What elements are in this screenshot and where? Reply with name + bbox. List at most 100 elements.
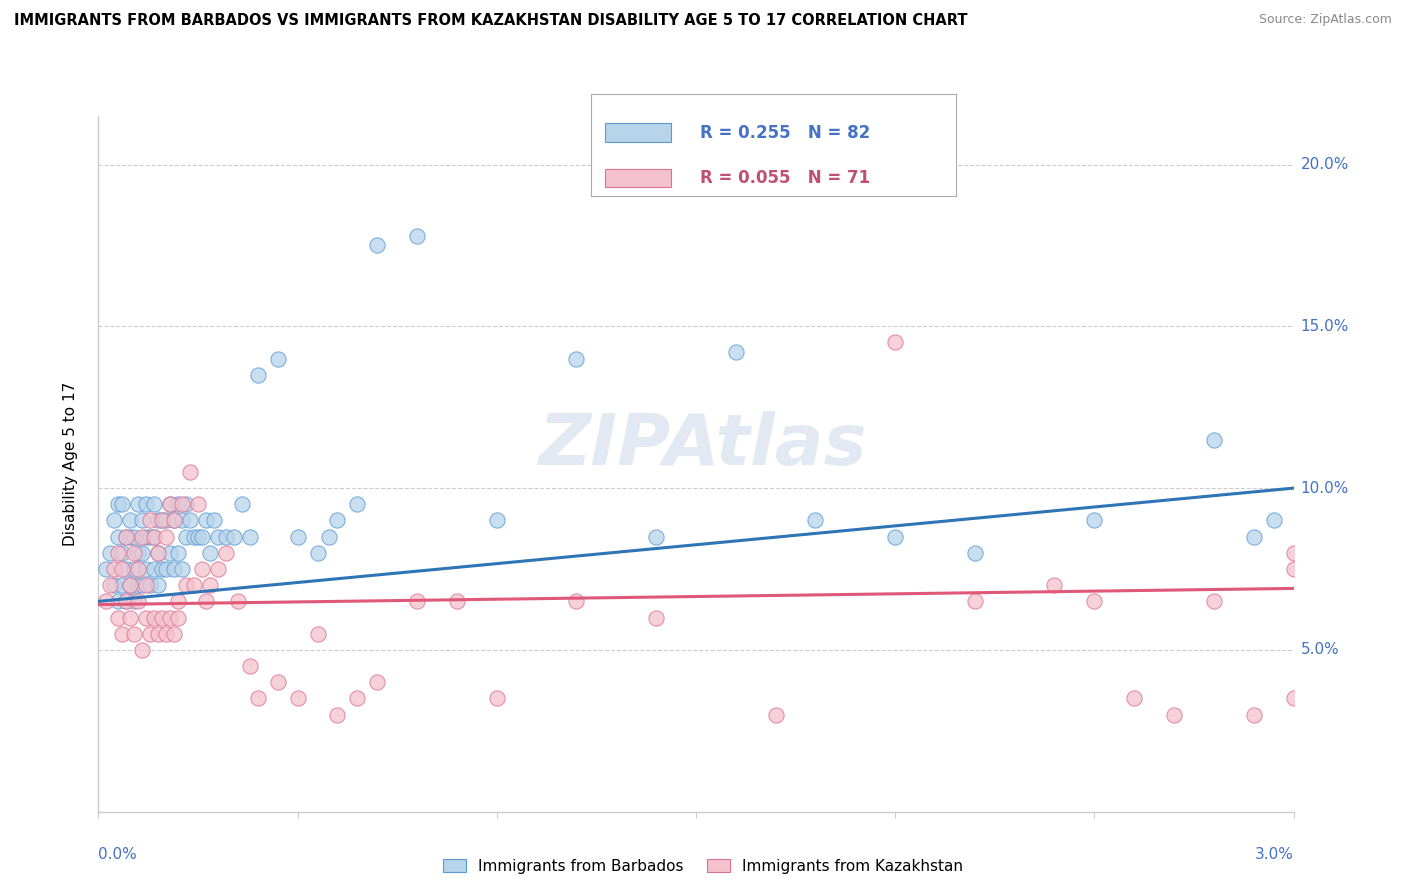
Point (150, 513, 173, 527)
Point (111, 578, 134, 592)
Point (115, 594, 138, 608)
Text: 3.0%: 3.0% (1254, 847, 1294, 863)
Text: ZIPAtlas: ZIPAtlas (538, 411, 868, 481)
Point (231, 497, 253, 511)
Point (124, 546, 146, 560)
Point (318, 530, 340, 544)
FancyBboxPatch shape (605, 169, 671, 187)
Point (215, 530, 238, 544)
Point (198, 578, 221, 592)
Point (194, 513, 218, 527)
Point (287, 691, 309, 706)
Point (963, 546, 986, 560)
Point (127, 497, 149, 511)
Point (191, 530, 214, 544)
Point (135, 610, 157, 624)
Point (143, 530, 166, 544)
Point (127, 578, 149, 592)
Point (191, 562, 214, 576)
Point (167, 497, 190, 511)
Point (131, 643, 153, 657)
Point (139, 626, 162, 640)
Point (155, 530, 177, 544)
Point (287, 530, 309, 544)
Point (884, 335, 907, 350)
Point (150, 610, 173, 624)
Point (183, 530, 205, 544)
Point (202, 513, 225, 527)
Text: IMMIGRANTS FROM BARBADOS VS IMMIGRANTS FROM KAZAKHSTAN DISABILITY AGE 5 TO 17 CO: IMMIGRANTS FROM BARBADOS VS IMMIGRANTS F… (14, 13, 967, 29)
Point (239, 530, 262, 544)
Point (159, 497, 181, 511)
Point (163, 513, 186, 527)
Point (1123, 691, 1146, 706)
Point (172, 497, 194, 511)
Point (115, 562, 138, 576)
Point (884, 530, 907, 544)
Point (267, 675, 290, 690)
Point (187, 530, 209, 544)
Point (172, 562, 194, 576)
Point (143, 610, 166, 624)
Point (103, 513, 125, 527)
Point (96, 562, 118, 576)
Point (179, 513, 201, 527)
Point (115, 530, 138, 544)
Point (127, 594, 149, 608)
Point (565, 594, 588, 608)
Point (111, 497, 134, 511)
Point (194, 594, 218, 608)
Point (963, 594, 986, 608)
Point (485, 513, 508, 527)
Point (124, 594, 146, 608)
Point (107, 610, 129, 624)
Point (1243, 530, 1265, 544)
Point (148, 513, 170, 527)
Point (167, 546, 190, 560)
Point (804, 513, 827, 527)
Point (111, 562, 134, 576)
Point (98, 578, 122, 592)
Point (148, 578, 170, 592)
Point (565, 351, 588, 366)
FancyBboxPatch shape (605, 123, 671, 142)
Point (246, 368, 269, 382)
Point (174, 578, 197, 592)
Point (135, 497, 157, 511)
Point (131, 546, 153, 560)
Point (724, 345, 747, 359)
Point (215, 546, 238, 560)
Point (406, 594, 429, 608)
Point (148, 546, 170, 560)
Point (150, 513, 173, 527)
Point (139, 578, 162, 592)
Point (246, 691, 269, 706)
Point (103, 578, 125, 592)
Point (159, 610, 181, 624)
Text: 0.0%: 0.0% (98, 847, 138, 863)
Point (155, 513, 177, 527)
Point (207, 562, 229, 576)
Point (1083, 513, 1105, 527)
Point (107, 497, 129, 511)
Point (163, 513, 186, 527)
Text: 5.0%: 5.0% (1301, 642, 1340, 657)
Point (366, 675, 388, 690)
Text: 15.0%: 15.0% (1301, 318, 1348, 334)
Legend: Immigrants from Barbados, Immigrants from Kazakhstan: Immigrants from Barbados, Immigrants fro… (437, 853, 969, 880)
Point (155, 626, 177, 640)
Point (124, 530, 146, 544)
Point (645, 610, 668, 624)
Point (135, 578, 157, 592)
Point (159, 546, 181, 560)
Point (1202, 433, 1225, 447)
Point (174, 497, 197, 511)
Point (131, 578, 153, 592)
Text: Source: ZipAtlas.com: Source: ZipAtlas.com (1258, 13, 1392, 27)
Point (143, 530, 166, 544)
Y-axis label: Disability Age 5 to 17: Disability Age 5 to 17 (63, 382, 77, 546)
Point (346, 691, 368, 706)
Point (120, 578, 142, 592)
Point (120, 610, 142, 624)
Point (183, 578, 205, 592)
